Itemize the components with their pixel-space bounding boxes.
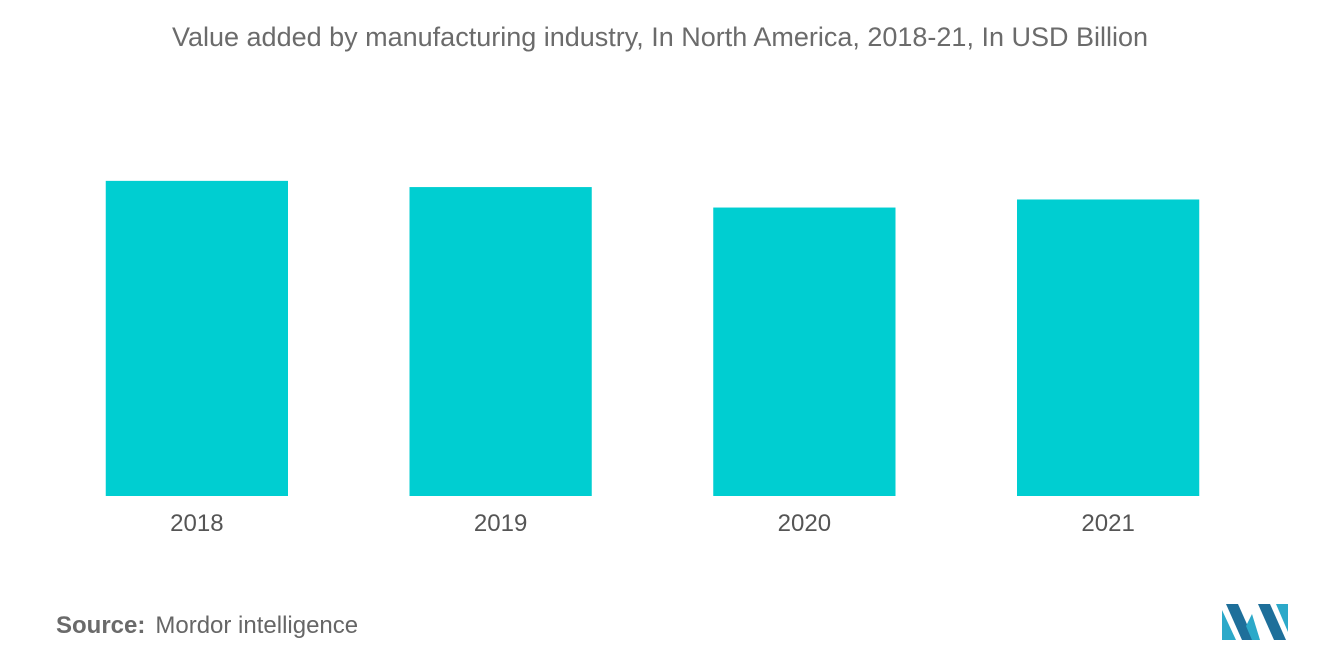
x-axis-tick-labels: 2018 2019 2020 2021 <box>170 510 1135 537</box>
x-tick-label-2019: 2019 <box>474 510 527 537</box>
source-label: Source: <box>56 612 146 639</box>
logo-shape-5 <box>1276 604 1288 632</box>
x-tick-label-2020: 2020 <box>778 510 831 537</box>
bar-2021 <box>1017 199 1200 496</box>
logo-shape-1 <box>1222 610 1236 640</box>
source-value: Mordor intelligence <box>155 612 359 639</box>
logo-shape-4 <box>1258 604 1286 640</box>
bars-layer <box>105 180 1200 497</box>
logo-shape-2 <box>1226 604 1254 640</box>
bar-2018 <box>105 180 288 496</box>
logo-shape-3 <box>1246 614 1260 640</box>
bar-2020 <box>713 207 896 497</box>
bar-2019 <box>409 187 592 497</box>
mordor-intelligence-logo-icon <box>1222 604 1288 640</box>
chart-title: Value added by manufacturing industry, I… <box>171 22 1149 52</box>
x-tick-label-2018: 2018 <box>170 510 223 537</box>
bar-chart: 2018 2019 2020 2021 <box>105 180 1200 537</box>
x-tick-label-2021: 2021 <box>1081 510 1134 537</box>
source-note: Source: Mordor intelligence <box>56 612 358 640</box>
